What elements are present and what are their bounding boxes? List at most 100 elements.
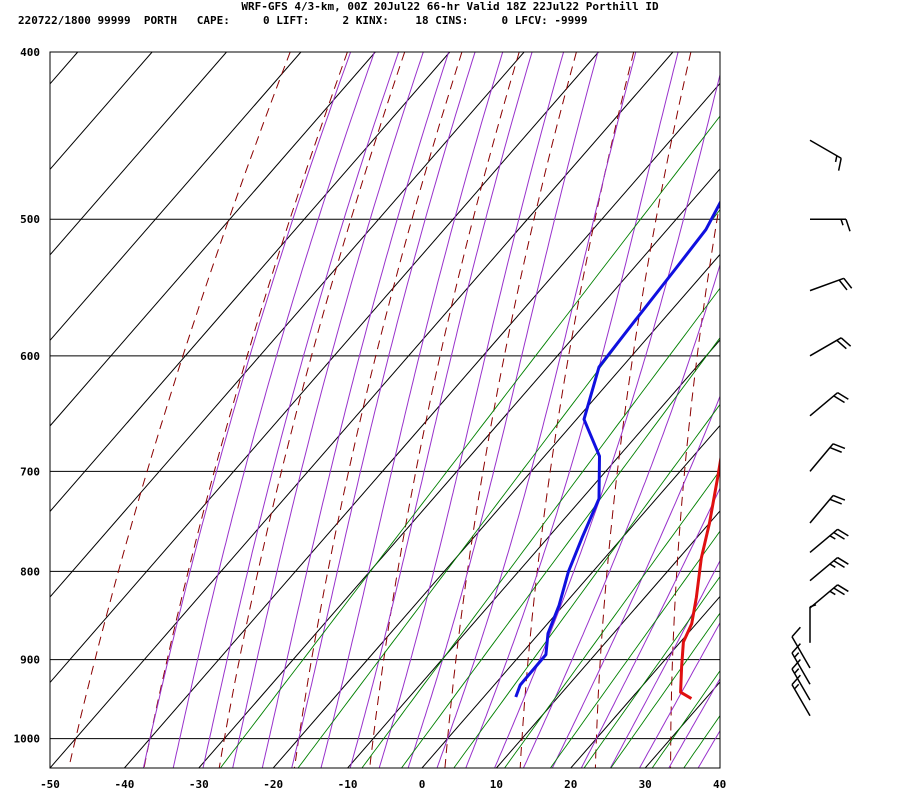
barb-flag-half: [809, 604, 817, 608]
x-tick-label: -50: [40, 778, 60, 791]
x-tick-label: 0: [419, 778, 426, 791]
wind-barb: [791, 659, 811, 701]
mixing-ratio-line: [220, 115, 720, 768]
barb-flag-full: [837, 528, 849, 537]
dewpoint-profile: [514, 199, 720, 698]
y-tick-label: 600: [20, 350, 40, 363]
isotherm-line: [719, 766, 720, 768]
isotherm-line: [0, 52, 3, 768]
profiles: [514, 199, 720, 700]
isotherm-line: [50, 52, 227, 256]
y-tick-label: 700: [20, 465, 40, 478]
wind-barb: [810, 218, 851, 232]
barb-staff: [791, 684, 811, 717]
barb-flag-full: [843, 277, 853, 289]
y-tick-label: 900: [20, 654, 40, 667]
x-tick-label: -40: [114, 778, 134, 791]
moist-adiabat-line: [465, 52, 679, 768]
wind-barb: [809, 392, 849, 417]
y-tick-label: 800: [20, 565, 40, 578]
chart-title: WRF-GFS 4/3-km, 00Z 20Jul22 66-hr Valid …: [241, 0, 659, 13]
barb-staff: [809, 277, 845, 292]
isotherm-line: [347, 339, 720, 768]
y-ticks: 400 500 600 700 800 900 1000: [14, 46, 41, 746]
dry-adiabat-line: [143, 52, 348, 768]
isotherm-line: [794, 52, 900, 768]
wind-barb: [809, 443, 846, 472]
barb-flag-full: [837, 556, 849, 565]
dry-adiabat-line: [293, 52, 463, 768]
wind-barb: [809, 494, 846, 524]
barb-flag-full: [791, 643, 801, 654]
isotherm-line: [421, 424, 720, 768]
y-tick-label: 1000: [14, 733, 41, 746]
barb-flag-half: [829, 563, 836, 568]
barb-staff: [791, 652, 811, 685]
barb-flag-full: [833, 560, 845, 569]
barb-flag-full: [838, 279, 848, 291]
moist-adiabat-line: [638, 621, 720, 768]
isotherm-line: [198, 168, 720, 768]
moist-adiabat-line: [172, 52, 375, 768]
barb-staff: [809, 337, 842, 357]
barb-flag-half: [829, 590, 836, 596]
barb-flag-full: [837, 584, 849, 593]
mixing-ratio-line: [504, 469, 720, 768]
isotherm-line: [124, 82, 720, 768]
barb-flag-full: [845, 218, 851, 232]
dry-adiabat-line: [886, 52, 900, 768]
y-tick-label: 400: [20, 46, 40, 59]
x-tick-label: 20: [564, 778, 577, 791]
mixing-ratio-line: [361, 287, 720, 768]
isotherm-line: [50, 52, 674, 768]
wind-barbs: [791, 139, 853, 717]
barb-flag-half: [834, 155, 838, 163]
dry-adiabat-line: [519, 52, 635, 768]
background-lines: [0, 52, 900, 772]
wind-barb: [791, 643, 811, 685]
barb-flag-full: [833, 395, 845, 404]
barb-flag-full: [837, 158, 842, 171]
wind-barb: [791, 626, 811, 669]
isotherm-line: [50, 52, 451, 513]
wind-barb: [809, 604, 817, 643]
mixing-ratio-line: [297, 208, 720, 768]
barb-flag-full: [837, 392, 849, 400]
wind-barb: [809, 139, 842, 171]
wind-barb: [809, 337, 852, 357]
isotherm-line: [50, 52, 599, 684]
moist-adiabat-line: [349, 52, 533, 768]
moist-adiabat-line: [755, 52, 900, 772]
moist-adiabat-line: [668, 677, 720, 768]
moist-adiabat-line: [551, 395, 720, 768]
dry-adiabat-line: [816, 52, 862, 768]
barb-flag-full: [836, 339, 847, 350]
moist-adiabat-line: [580, 487, 720, 768]
isotherm-line: [868, 52, 900, 768]
wind-barb: [809, 584, 849, 609]
barb-flag-full: [791, 659, 801, 670]
wind-barb: [809, 556, 849, 582]
x-tick-label: -20: [263, 778, 283, 791]
barb-flag-half: [793, 683, 800, 690]
moist-adiabat-line: [494, 72, 720, 768]
wind-barb: [809, 528, 849, 554]
moist-adiabat-line: [291, 52, 476, 768]
moist-adiabat-line: [378, 52, 565, 768]
moist-adiabat-line: [522, 263, 720, 768]
barb-staff: [809, 584, 839, 609]
chart-stats-line: 220722/1800 99999 PORTH CAPE: 0 LIFT: 2 …: [18, 14, 588, 27]
isotherm-line: [570, 595, 720, 768]
x-tick-label: 30: [639, 778, 652, 791]
mixing-ratio-line: [401, 337, 720, 768]
barb-flag-full: [833, 531, 845, 540]
x-tick-label: 40: [713, 778, 726, 791]
barb-flag-half: [793, 668, 800, 674]
mixing-ratio-line: [610, 612, 720, 768]
wind-barb: [791, 674, 811, 717]
barb-flag-half: [829, 535, 836, 540]
plot-frame: [49, 51, 721, 769]
isotherm-line: [496, 510, 720, 768]
mixing-ratio-line: [583, 575, 720, 768]
